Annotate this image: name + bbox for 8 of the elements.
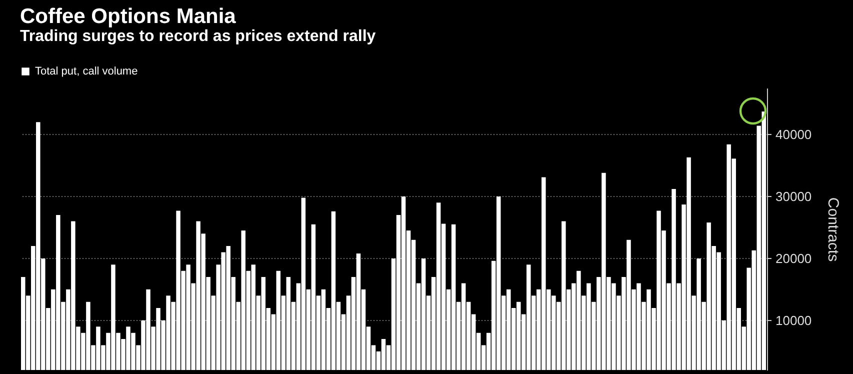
y-tick-label: 20000 bbox=[776, 250, 812, 266]
chart-title: Coffee Options Mania bbox=[20, 5, 236, 28]
y-tick-label: 40000 bbox=[776, 126, 812, 142]
y-tick-label: 30000 bbox=[776, 188, 812, 204]
y-tick-label: 10000 bbox=[776, 312, 812, 328]
chart-subtitle: Trading surges to record as prices extend rally bbox=[20, 28, 376, 45]
y-axis-title: Contracts bbox=[824, 197, 842, 262]
legend-label: Total put, call volume bbox=[35, 66, 138, 78]
